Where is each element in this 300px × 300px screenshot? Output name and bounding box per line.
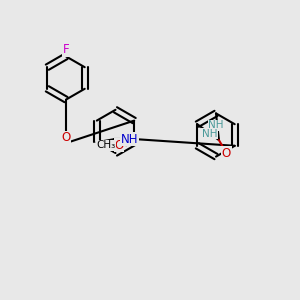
- Text: O: O: [61, 131, 70, 144]
- Text: F: F: [63, 43, 69, 56]
- Text: NH: NH: [208, 120, 224, 130]
- Text: NH: NH: [121, 133, 139, 146]
- Text: CH₃: CH₃: [97, 140, 116, 150]
- Text: NH: NH: [202, 129, 218, 139]
- Text: O: O: [115, 139, 124, 152]
- Text: O: O: [222, 147, 231, 160]
